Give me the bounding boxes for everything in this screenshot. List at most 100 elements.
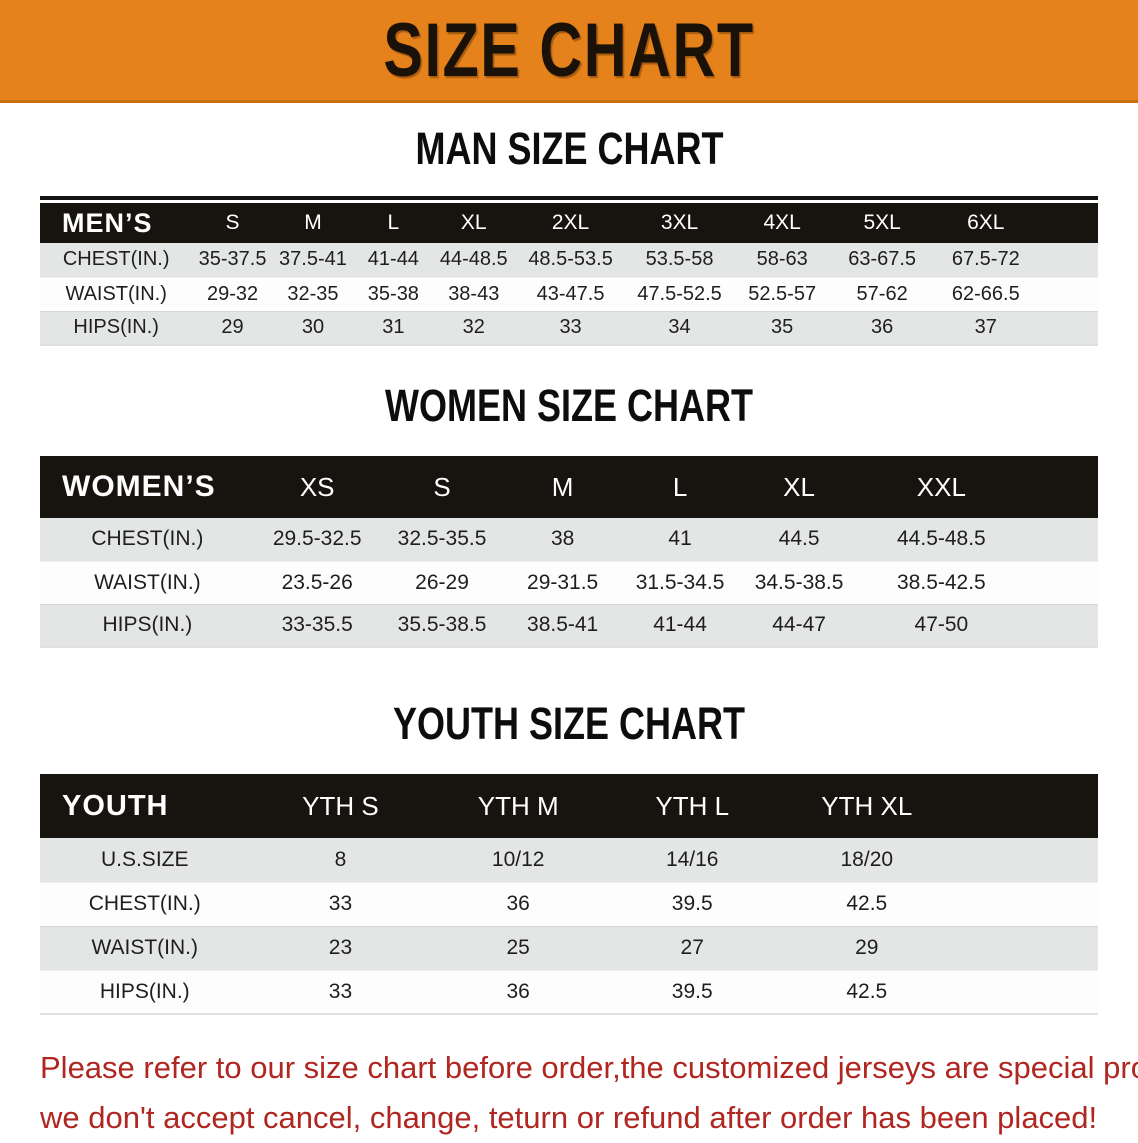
size-cell: 42.5 — [779, 882, 955, 927]
size-cell: 53.5-58 — [627, 243, 732, 278]
size-cell: 30 — [272, 311, 354, 346]
column-header: XXL — [858, 456, 1024, 518]
table-row: WAIST(IN.) 23 25 27 29 — [40, 926, 1098, 971]
size-cell: 32 — [433, 311, 514, 346]
page-title: SIZE CHART — [383, 7, 755, 93]
row-label: CHEST(IN.) — [40, 882, 250, 927]
table-header-label: YOUTH — [40, 774, 250, 838]
spacer-cell — [954, 970, 1098, 1015]
column-header: M — [504, 456, 621, 518]
size-cell: 29-31.5 — [504, 561, 621, 605]
women-table-wrap: WOMEN’S XS S M L XL XXL CHEST(IN.) 29.5-32.5 32.5… — [40, 456, 1098, 648]
youth-size-table: YOUTH YTH S YTH M YTH L YTH XL U.S.SIZE 8 10/12… — [40, 774, 1098, 1015]
youth-table-wrap: YOUTH YTH S YTH M YTH L YTH XL U.S.SIZE 8 10/12… — [40, 774, 1098, 1015]
size-cell: 36 — [832, 311, 932, 346]
column-header: XL — [433, 203, 514, 243]
size-cell: 33 — [513, 311, 628, 346]
column-header: 4XL — [731, 203, 833, 243]
size-cell: 10/12 — [431, 838, 605, 883]
column-header: S — [192, 203, 273, 243]
women-section-title: WOMEN SIZE CHART — [0, 380, 1138, 432]
size-cell: 42.5 — [779, 970, 955, 1015]
spacer-cell — [1039, 311, 1098, 346]
size-cell: 32-35 — [272, 277, 354, 312]
spacer-cell — [1023, 604, 1098, 648]
column-header: M — [272, 203, 354, 243]
row-label: CHEST(IN.) — [40, 518, 255, 562]
table-header-label: WOMEN’S — [40, 456, 255, 518]
size-cell: 29.5-32.5 — [254, 518, 380, 562]
size-cell: 23 — [249, 926, 432, 971]
size-cell: 34.5-38.5 — [739, 561, 859, 605]
size-cell: 39.5 — [604, 970, 780, 1015]
column-header: S — [379, 456, 505, 518]
size-cell: 35.5-38.5 — [379, 604, 505, 648]
size-cell: 48.5-53.5 — [513, 243, 628, 278]
divider — [40, 196, 1098, 200]
spacer-cell — [1023, 561, 1098, 605]
size-cell: 29 — [779, 926, 955, 971]
size-cell: 44-48.5 — [433, 243, 514, 278]
men-section-title-text: MAN SIZE CHART — [414, 123, 723, 174]
size-cell: 52.5-57 — [731, 277, 833, 312]
table-row: CHEST(IN.) 35-37.5 37.5-41 41-44 44-48.5 48.5… — [40, 243, 1098, 278]
table-header-row: WOMEN’S XS S M L XL XXL — [40, 456, 1098, 518]
spacer-cell — [1039, 277, 1098, 312]
women-size-table: WOMEN’S XS S M L XL XXL CHEST(IN.) 29.5-32.5 32.5… — [40, 456, 1098, 648]
table-row: CHEST(IN.) 33 36 39.5 42.5 — [40, 882, 1098, 927]
size-cell: 23.5-26 — [254, 561, 380, 605]
size-cell: 41-44 — [353, 243, 434, 278]
row-label: HIPS(IN.) — [40, 970, 250, 1015]
spacer-cell — [954, 838, 1098, 883]
size-cell: 67.5-72 — [931, 243, 1040, 278]
spacer-cell — [954, 882, 1098, 927]
row-label: WAIST(IN.) — [40, 561, 255, 605]
size-cell: 36 — [431, 970, 605, 1015]
column-header: 2XL — [513, 203, 628, 243]
size-cell: 38.5-41 — [504, 604, 621, 648]
spacer-cell — [1023, 518, 1098, 562]
size-cell: 35-38 — [353, 277, 434, 312]
row-label: HIPS(IN.) — [40, 604, 255, 648]
column-header: YTH L — [604, 774, 780, 838]
youth-section-title-text: YOUTH SIZE CHART — [392, 698, 745, 749]
spacer-cell — [1039, 243, 1098, 278]
table-row: WAIST(IN.) 23.5-26 26-29 29-31.5 31.5-34.5 34… — [40, 561, 1098, 605]
size-cell: 63-67.5 — [832, 243, 932, 278]
column-header: 3XL — [627, 203, 732, 243]
column-header: 6XL — [931, 203, 1040, 243]
column-header: 5XL — [832, 203, 932, 243]
size-cell: 47-50 — [858, 604, 1024, 648]
column-header: YTH M — [431, 774, 605, 838]
size-cell: 25 — [431, 926, 605, 971]
size-cell: 37 — [931, 311, 1040, 346]
size-cell: 35-37.5 — [192, 243, 273, 278]
youth-size-section: YOUTH SIZE CHART YOUTH YTH S YTH M YTH L YTH… — [0, 698, 1138, 1015]
men-section-title: MAN SIZE CHART — [0, 123, 1138, 175]
table-row: HIPS(IN.) 29 30 31 32 33 34 35 36 37 — [40, 311, 1098, 346]
column-header: YTH XL — [779, 774, 955, 838]
row-label: WAIST(IN.) — [40, 277, 193, 312]
size-cell: 31 — [353, 311, 434, 346]
men-size-section: MAN SIZE CHART MEN’S S M L XL 2XL 3XL 4XL 5XL 6XL… — [0, 123, 1138, 346]
youth-section-title: YOUTH SIZE CHART — [0, 698, 1138, 750]
size-cell: 41-44 — [620, 604, 740, 648]
size-cell: 31.5-34.5 — [620, 561, 740, 605]
size-cell: 62-66.5 — [931, 277, 1040, 312]
table-row: WAIST(IN.) 29-32 32-35 35-38 38-43 43-47.5 47.… — [40, 277, 1098, 312]
table-header-row: YOUTH YTH S YTH M YTH L YTH XL — [40, 774, 1098, 838]
size-cell: 43-47.5 — [513, 277, 628, 312]
column-header: XS — [254, 456, 380, 518]
spacer-cell — [954, 926, 1098, 971]
banner: SIZE CHART — [0, 0, 1138, 103]
column-header: YTH S — [249, 774, 432, 838]
size-cell: 37.5-41 — [272, 243, 354, 278]
size-cell: 44.5-48.5 — [858, 518, 1024, 562]
size-cell: 27 — [604, 926, 780, 971]
women-section-title-text: WOMEN SIZE CHART — [384, 380, 753, 431]
spacer-cell — [1023, 456, 1098, 518]
size-cell: 47.5-52.5 — [627, 277, 732, 312]
column-header: L — [353, 203, 434, 243]
spacer-cell — [1039, 203, 1098, 243]
row-label: HIPS(IN.) — [40, 311, 193, 346]
